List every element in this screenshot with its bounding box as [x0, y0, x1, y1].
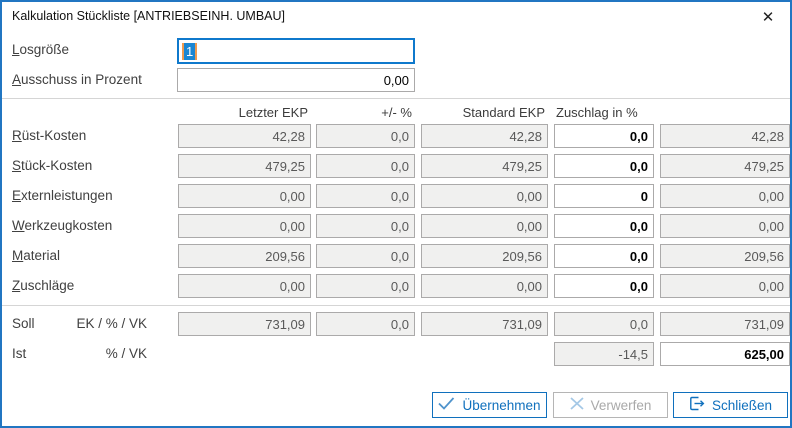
- zuschlag-input[interactable]: 0,0: [554, 244, 654, 268]
- losgroesse-input[interactable]: 1: [177, 38, 415, 64]
- standard-ekp-field: 0,00: [421, 214, 548, 238]
- row-label: Stück-Kosten: [12, 158, 93, 173]
- check-icon: [438, 397, 455, 413]
- zuschlag-input[interactable]: 0,0: [554, 214, 654, 238]
- ist-sublabel: % / VK: [105, 346, 147, 361]
- x-icon: [569, 397, 584, 413]
- row-label: Werkzeugkosten: [12, 218, 113, 233]
- letzter-ekp-field: 0,00: [178, 184, 311, 208]
- table-row: Zuschläge 0,00 0,0 0,00 0,0 0,00: [2, 274, 790, 298]
- zuschlag-input[interactable]: 0,0: [554, 124, 654, 148]
- letzter-ekp-field: 0,00: [178, 214, 311, 238]
- row-label: Zuschläge: [12, 278, 75, 293]
- standard-ekp-field: 42,28: [421, 124, 548, 148]
- standard-ekp-field: 0,00: [421, 184, 548, 208]
- standard-ekp-field: 0,00: [421, 274, 548, 298]
- separator-top: [2, 98, 790, 99]
- table-row: Material 209,56 0,0 209,56 0,0 209,56: [2, 244, 790, 268]
- ist-row: Ist % / VK -14,5 625,00: [2, 342, 790, 366]
- verwerfen-button[interactable]: Verwerfen: [553, 392, 668, 418]
- result-field: 479,25: [660, 154, 790, 178]
- soll-zuschlag-field: 0,0: [554, 312, 654, 336]
- verwerfen-button-label: Verwerfen: [590, 397, 652, 413]
- result-field: 0,00: [660, 184, 790, 208]
- zuschlag-input[interactable]: 0,0: [554, 274, 654, 298]
- delta-field: 0,0: [316, 184, 415, 208]
- ausschuss-label: Ausschuss in Prozent: [12, 72, 142, 87]
- letzter-ekp-field: 0,00: [178, 274, 311, 298]
- letzter-ekp-field: 479,25: [178, 154, 311, 178]
- table-row: Werkzeugkosten 0,00 0,0 0,00 0,0 0,00: [2, 214, 790, 238]
- delta-field: 0,0: [316, 244, 415, 268]
- delta-field: 0,0: [316, 124, 415, 148]
- standard-ekp-field: 209,56: [421, 244, 548, 268]
- zuschlag-input[interactable]: 0,0: [554, 154, 654, 178]
- ist-label: Ist: [12, 346, 27, 361]
- delta-field: 0,0: [316, 214, 415, 238]
- letzter-ekp-field: 209,56: [178, 244, 311, 268]
- delta-field: 0,0: [316, 154, 415, 178]
- header-standard-ekp: Standard EKP: [462, 105, 545, 120]
- row-label: Rüst-Kosten: [12, 128, 87, 143]
- table-row: Externleistungen 0,00 0,0 0,00 0 0,00: [2, 184, 790, 208]
- schliessen-button[interactable]: Schließen: [673, 392, 788, 418]
- standard-ekp-field: 479,25: [421, 154, 548, 178]
- header-zuschlag: Zuschlag in %: [556, 105, 638, 120]
- soll-standard-ekp-field: 731,09: [421, 312, 548, 336]
- ist-percent-field: -14,5: [554, 342, 654, 366]
- row-label: Externleistungen: [12, 188, 113, 203]
- table-row: Rüst-Kosten 42,28 0,0 42,28 0,0 42,28: [2, 124, 790, 148]
- delta-field: 0,0: [316, 274, 415, 298]
- uebernehmen-button[interactable]: Übernehmen: [432, 392, 547, 418]
- losgroesse-label: Losgröße: [12, 42, 70, 57]
- exit-door-icon: [689, 396, 705, 414]
- soll-sublabel: EK / % / VK: [76, 316, 147, 331]
- close-icon[interactable]: ✕: [761, 9, 775, 26]
- result-field: 0,00: [660, 274, 790, 298]
- soll-letzter-ekp-field: 731,09: [178, 312, 311, 336]
- result-field: 42,28: [660, 124, 790, 148]
- separator-totals: [2, 305, 790, 306]
- letzter-ekp-field: 42,28: [178, 124, 311, 148]
- header-delta-percent: +/- %: [381, 105, 412, 120]
- table-row: Stück-Kosten 479,25 0,0 479,25 0,0 479,2…: [2, 154, 790, 178]
- soll-result-field: 731,09: [660, 312, 790, 336]
- soll-row: Soll EK / % / VK 731,09 0,0 731,09 0,0 7…: [2, 312, 790, 336]
- result-field: 209,56: [660, 244, 790, 268]
- ausschuss-input[interactable]: 0,00: [177, 68, 415, 92]
- uebernehmen-button-label: Übernehmen: [462, 397, 541, 413]
- window-title: Kalkulation Stückliste [ANTRIEBSEINH. UM…: [12, 9, 285, 23]
- row-label: Material: [12, 248, 61, 263]
- selected-text: 1: [182, 42, 198, 60]
- soll-delta-field: 0,0: [316, 312, 415, 336]
- ist-vk-input[interactable]: 625,00: [660, 342, 790, 366]
- schliessen-button-label: Schließen: [711, 397, 773, 413]
- zuschlag-input[interactable]: 0: [554, 184, 654, 208]
- soll-label: Soll: [12, 316, 35, 331]
- result-field: 0,00: [660, 214, 790, 238]
- header-letzter-ekp: Letzter EKP: [238, 105, 308, 120]
